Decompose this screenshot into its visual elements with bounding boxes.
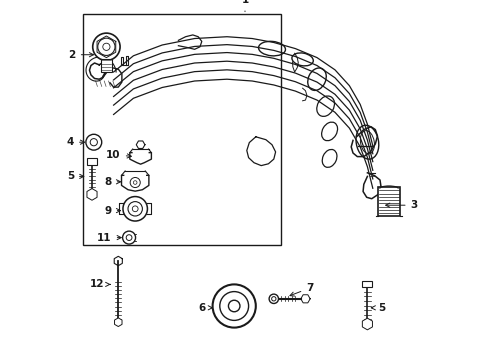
Circle shape [269, 294, 278, 303]
Text: 5: 5 [371, 303, 386, 313]
Text: 2: 2 [69, 50, 94, 60]
Circle shape [98, 38, 115, 55]
Bar [87, 158, 97, 165]
Text: 5: 5 [67, 171, 84, 181]
Circle shape [103, 43, 110, 50]
Bar [100, 59, 112, 72]
Circle shape [130, 177, 140, 188]
Circle shape [220, 292, 248, 320]
Text: 8: 8 [104, 177, 121, 187]
Text: 3: 3 [386, 200, 418, 210]
Circle shape [128, 202, 143, 216]
Text: 7: 7 [290, 283, 314, 296]
Text: 11: 11 [98, 233, 121, 243]
Circle shape [213, 284, 256, 328]
Text: 12: 12 [90, 279, 110, 289]
Circle shape [228, 300, 240, 312]
Circle shape [93, 33, 120, 60]
Bar [363, 281, 372, 287]
Bar [83, 14, 281, 245]
Circle shape [123, 197, 147, 221]
Text: 9: 9 [105, 206, 121, 216]
Circle shape [126, 235, 132, 240]
Text: 6: 6 [198, 303, 212, 313]
Text: 1: 1 [242, 0, 248, 12]
Text: 10: 10 [106, 150, 131, 160]
Circle shape [271, 297, 276, 301]
Text: 4: 4 [67, 137, 85, 147]
Bar [378, 187, 400, 216]
Circle shape [86, 134, 102, 150]
Circle shape [122, 231, 136, 244]
Circle shape [132, 206, 138, 212]
Circle shape [90, 139, 98, 146]
Circle shape [133, 181, 137, 184]
